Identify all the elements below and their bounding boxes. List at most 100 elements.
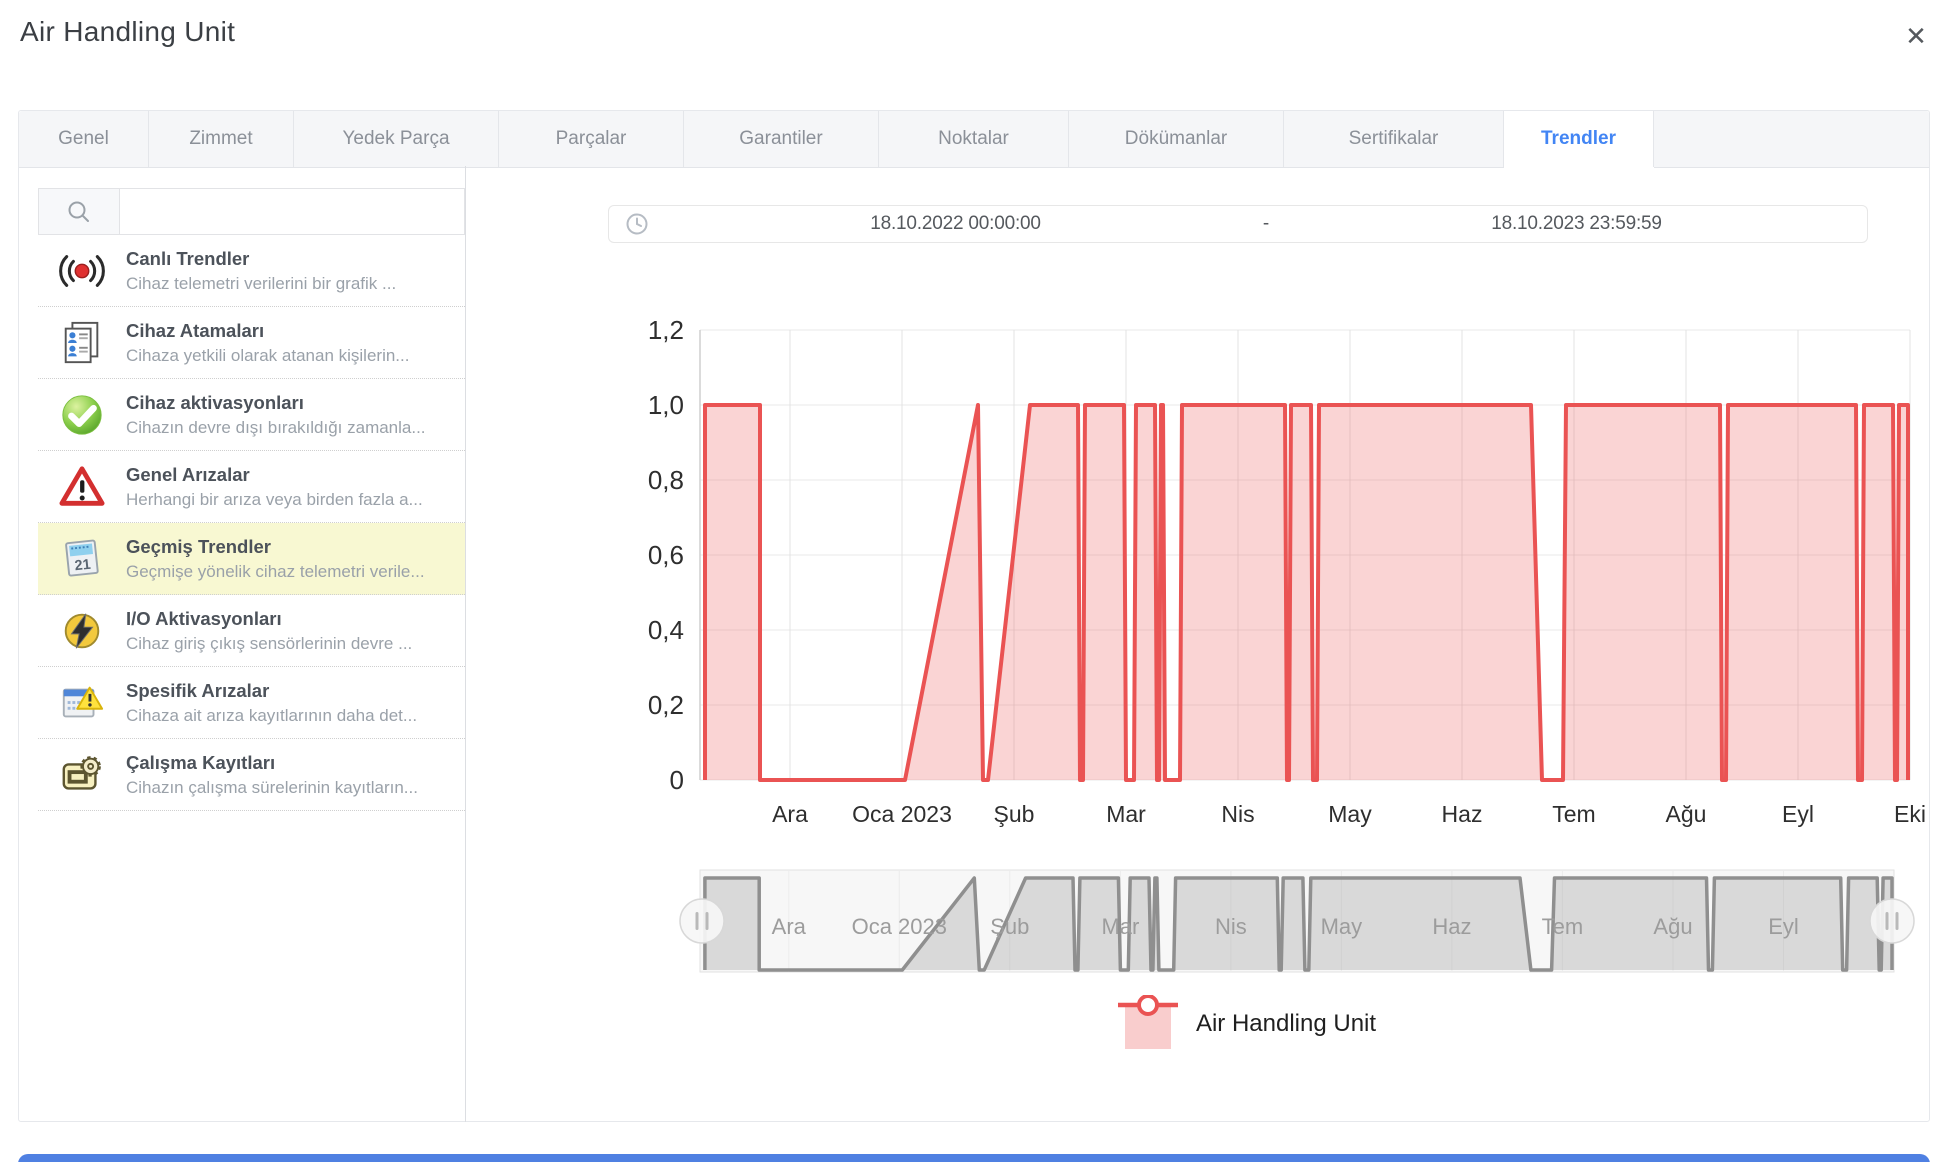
x-tick-label: Ağu — [1666, 801, 1707, 827]
sidebar-divider — [465, 166, 466, 1122]
sidebar-item-spesifik-arizalar[interactable]: Spesifik Arızalar Cihaza ait arıza kayıt… — [38, 667, 465, 739]
sidebar-item-calisma-kayitlari[interactable]: Çalışma Kayıtları Cihazın çalışma sürele… — [38, 739, 465, 811]
sidebar-item-desc: Cihaz giriş çıkış sensörlerinin devre ..… — [126, 633, 413, 653]
tab-label: Noktalar — [938, 128, 1009, 149]
sidebar-item-title: Canlı Trendler — [126, 247, 250, 269]
y-tick-label: 0,2 — [648, 690, 684, 720]
chart-navigator[interactable]: Ara Oca 2023 Şub Mar Nis May Haz Tem Ağu Eyl — [560, 858, 1932, 983]
navigator-line — [703, 876, 1894, 972]
navigator-tick-label: May — [1321, 914, 1363, 939]
navigator-tick-label: Tem — [1542, 914, 1584, 939]
sidebar-item-desc: Cihaza ait arıza kayıtlarının daha det..… — [126, 705, 418, 725]
sidebar-item-text: Spesifik Arızalar Cihaza ait arıza kayıt… — [126, 680, 465, 726]
y-tick-label: 1,0 — [648, 390, 684, 420]
sidebar-item-gecmis-trendler[interactable]: 21 Geçmiş Trendler Geçmişe yönelik cihaz… — [38, 523, 465, 595]
sidebar-item-cihaz-atamalari[interactable]: Cihaz Atamaları Cihaza yetkili olarak at… — [38, 307, 465, 379]
sidebar-item-text: Geçmiş Trendler Geçmişe yönelik cihaz te… — [126, 536, 465, 582]
main-chart: 1,2 1,0 0,8 0,6 0,4 0,2 0 Ara Oca 2023 Şub Mar Nis M… — [648, 315, 1926, 827]
tab-trendler[interactable]: Trendler — [1504, 111, 1654, 167]
x-tick-label: Mar — [1106, 801, 1146, 827]
sidebar-item-text: Çalışma Kayıtları Cihazın çalışma sürele… — [126, 752, 465, 798]
tab-yedek-parca[interactable]: Yedek Parça — [294, 111, 499, 167]
sidebar-item-canli-trendler[interactable]: Canlı Trendler Cihaz telemetri verilerin… — [38, 235, 465, 307]
navigator-tick-label: Nis — [1215, 914, 1247, 939]
tab-label: Trendler — [1541, 128, 1616, 149]
series-area — [705, 405, 1908, 780]
sidebar-item-desc: Geçmişe yönelik cihaz telemetri verile..… — [126, 561, 425, 581]
page-title: Air Handling Unit — [20, 16, 236, 47]
svg-text:21: 21 — [74, 556, 92, 574]
live-trends-icon — [38, 248, 126, 294]
trend-type-sidebar: Canlı Trendler Cihaz telemetri verilerin… — [38, 188, 465, 811]
legend-item[interactable]: Air Handling Unit — [560, 995, 1932, 1053]
sidebar-item-i-o-aktivasyonlari[interactable]: I/O Aktivasyonları Cihaz giriş çıkış sen… — [38, 595, 465, 667]
tab-label: Yedek Parça — [342, 128, 450, 149]
work-records-icon — [38, 752, 126, 798]
tab-sertifikalar[interactable]: Sertifikalar — [1284, 111, 1504, 167]
sidebar-item-title: Geçmiş Trendler — [126, 535, 271, 557]
sidebar-item-desc: Cihazın devre dışı bırakıldığı zamanla..… — [126, 417, 426, 437]
search-box — [38, 188, 465, 235]
navigator-tick-label: Ağu — [1653, 914, 1692, 939]
sidebar-item-desc: Herhangi bir arıza veya birden fazla a..… — [126, 489, 423, 509]
sidebar-item-text: Cihaz aktivasyonları Cihazın devre dışı … — [126, 392, 465, 438]
y-tick-label: 0,4 — [648, 615, 684, 645]
tab-label: Parçalar — [555, 128, 627, 149]
x-tick-label: Haz — [1442, 801, 1483, 827]
navigator-tick-label: Oca 2023 — [852, 914, 947, 939]
navigator-handle-right[interactable] — [1869, 898, 1915, 944]
daterange-picker[interactable]: 18.10.2022 00:00:00 - 18.10.2023 23:59:5… — [608, 205, 1868, 243]
daterange-end: 18.10.2023 23:59:59 — [1491, 213, 1662, 234]
x-tick-label: Nis — [1221, 801, 1254, 827]
x-tick-label: Ara — [772, 801, 808, 827]
sidebar-item-text: Cihaz Atamaları Cihaza yetkili olarak at… — [126, 320, 465, 366]
navigator-tick-label: Haz — [1432, 914, 1471, 939]
bottom-accent-bar — [18, 1154, 1930, 1162]
navigator-tick-label: Ara — [772, 914, 807, 939]
tab-parcalar[interactable]: Parçalar — [499, 111, 684, 167]
sidebar-item-genel-arizalar[interactable]: Genel Arızalar Herhangi bir arıza veya b… — [38, 451, 465, 523]
tab-label: Zimmet — [189, 128, 253, 149]
tab-label: Dökümanlar — [1124, 128, 1228, 149]
y-tick-label: 0,8 — [648, 465, 684, 495]
tab-label: Genel — [58, 128, 109, 149]
sidebar-item-text: Canlı Trendler Cihaz telemetri verilerin… — [126, 248, 465, 294]
x-tick-label: May — [1328, 801, 1372, 827]
tab-dokumanlar[interactable]: Dökümanlar — [1069, 111, 1284, 167]
sidebar-item-title: Çalışma Kayıtları — [126, 751, 276, 773]
navigator-area — [704, 878, 1892, 970]
search-input[interactable] — [120, 189, 464, 234]
io-lightning-icon — [38, 608, 126, 654]
activation-check-icon — [38, 392, 126, 438]
tab-noktalar[interactable]: Noktalar — [879, 111, 1069, 167]
navigator-tick-label: Mar — [1101, 914, 1139, 939]
navigator-handle-left[interactable] — [679, 898, 725, 944]
sidebar-item-title: I/O Aktivasyonları — [126, 607, 282, 629]
x-tick-label: Tem — [1552, 801, 1595, 827]
tab-garantiler[interactable]: Garantiler — [684, 111, 879, 167]
x-tick-label: Eki — [1894, 801, 1926, 827]
tab-genel[interactable]: Genel — [19, 111, 149, 167]
sidebar-item-cihaz-aktivasyonlari[interactable]: Cihaz aktivasyonları Cihazın devre dışı … — [38, 379, 465, 451]
navigator-tick-label: Eyl — [1768, 914, 1799, 939]
sidebar-item-title: Spesifik Arızalar — [126, 679, 270, 701]
tab-zimmet[interactable]: Zimmet — [149, 111, 294, 167]
sidebar-item-text: Genel Arızalar Herhangi bir arıza veya b… — [126, 464, 465, 510]
sidebar-item-title: Genel Arızalar — [126, 463, 250, 485]
sidebar-item-text: I/O Aktivasyonları Cihaz giriş çıkış sen… — [126, 608, 465, 654]
close-icon[interactable]: ✕ — [1905, 20, 1927, 51]
sidebar-item-title: Cihaz Atamaları — [126, 319, 265, 341]
tab-label: Sertifikalar — [1348, 128, 1439, 149]
y-tick-label: 0 — [670, 765, 684, 795]
legend-label: Air Handling Unit — [1195, 1010, 1377, 1037]
series-line — [703, 403, 1910, 782]
history-calendar-icon: 21 — [38, 536, 126, 582]
fault-calendar-icon — [38, 680, 126, 726]
sidebar-item-title: Cihaz aktivasyonları — [126, 391, 304, 413]
legend-marker-icon — [1117, 995, 1178, 1049]
y-tick-label: 0,6 — [648, 540, 684, 570]
tab-bar: Genel Zimmet Yedek Parça Parçalar Garant… — [19, 111, 1929, 168]
navigator-tick-label: Şub — [990, 914, 1029, 939]
sidebar-item-desc: Cihaza yetkili olarak atanan kişilerin..… — [126, 345, 410, 365]
